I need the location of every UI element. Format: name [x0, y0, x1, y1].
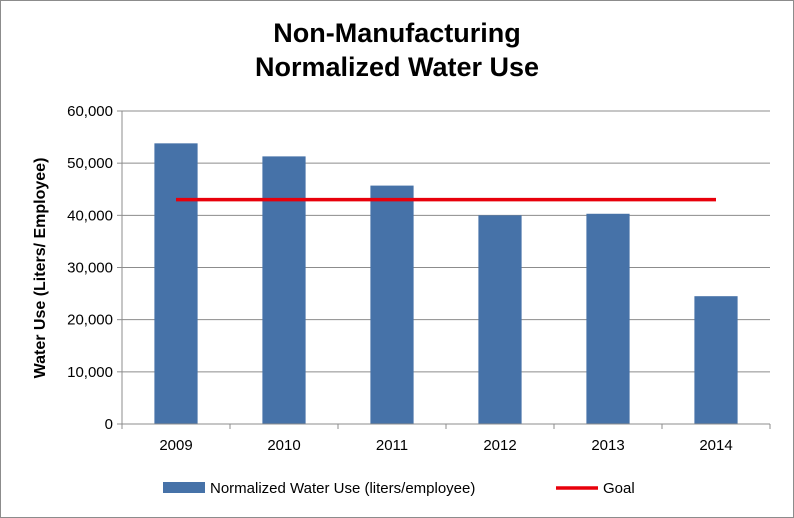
x-tick-label: 2009 — [159, 437, 192, 454]
legend-label-bar: Normalized Water Use (liters/employee) — [210, 480, 475, 497]
x-tick-label: 2013 — [591, 437, 624, 454]
y-tick-label: 50,000 — [67, 155, 113, 172]
legend-label-goal: Goal — [603, 480, 635, 497]
y-tick-label: 10,000 — [67, 364, 113, 381]
x-tick-label: 2014 — [699, 437, 732, 454]
bar-2013 — [586, 213, 630, 424]
gridlines — [122, 110, 770, 373]
bar-2014 — [694, 296, 738, 424]
x-tick-label: 2011 — [376, 437, 408, 454]
bar-2009 — [154, 143, 198, 425]
chart-title: Non-Manufacturing Normalized Water Use — [0, 16, 794, 84]
bars — [154, 143, 738, 425]
legend-swatch-bar — [163, 482, 205, 493]
legend: Normalized Water Use (liters/employee) Go… — [163, 480, 635, 497]
bar-2010 — [262, 156, 306, 424]
chart-title-line-2: Normalized Water Use — [254, 52, 540, 82]
x-tick-label: 2012 — [483, 437, 516, 454]
y-tick-label: 30,000 — [67, 260, 113, 277]
tick-labels: 0 10,000 20,000 30,000 40,000 50,000 60,000 200… — [67, 103, 733, 454]
axes — [117, 110, 771, 429]
y-tick-label: 20,000 — [67, 312, 113, 329]
chart-title-line-1: Non-Manufacturing — [273, 18, 521, 48]
y-tick-label: 0 — [105, 416, 113, 433]
y-axis-label: Water Use (Liters/ Employee) — [32, 158, 49, 379]
bar-2012 — [478, 215, 522, 424]
y-tick-label: 60,000 — [67, 103, 113, 120]
y-tick-label: 40,000 — [67, 207, 113, 224]
x-tick-label: 2010 — [267, 437, 300, 454]
bar-2011 — [370, 185, 414, 424]
